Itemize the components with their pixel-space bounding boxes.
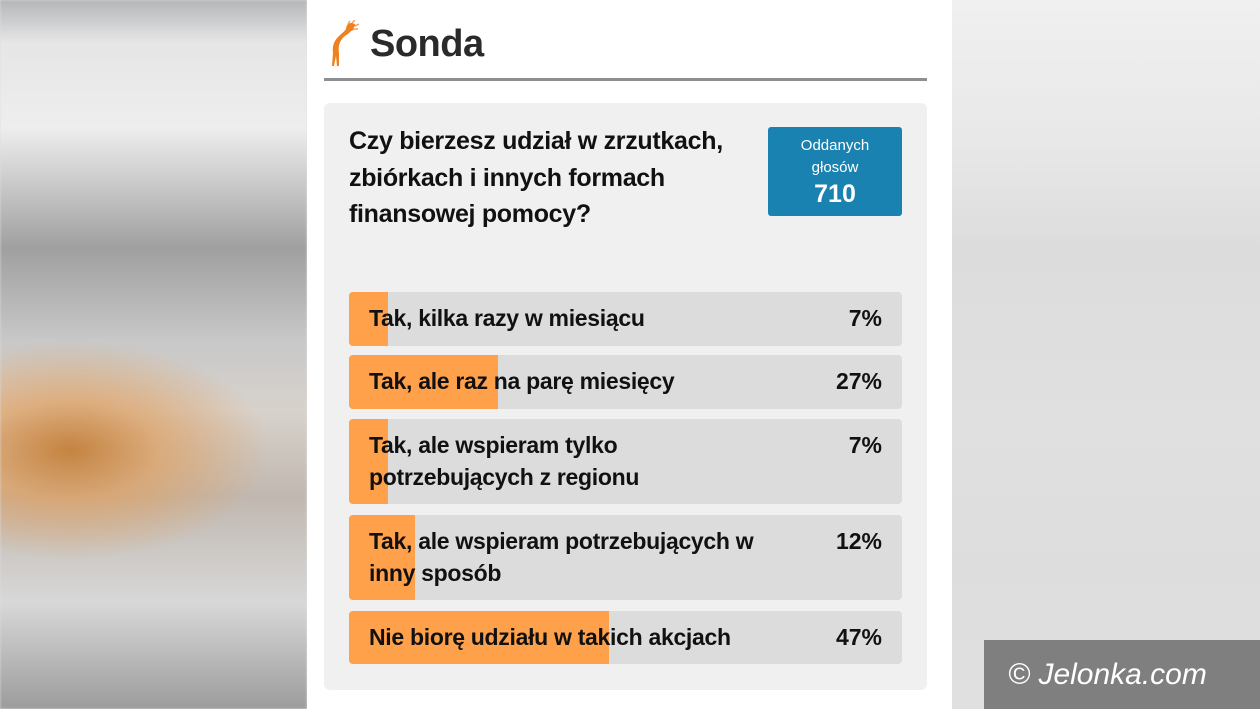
deer-logo-icon — [332, 20, 360, 67]
option-percent: 7% — [848, 305, 882, 331]
blurred-background-right — [952, 0, 1260, 709]
option-label: Nie biorę udziału w takich akcjach — [369, 624, 731, 650]
copyright-watermark: © Jelonka.com — [984, 640, 1260, 709]
option-label: Tak, kilka razy w miesiącu — [369, 305, 645, 331]
votes-label-line2: głosów — [811, 159, 859, 176]
poll-option-4[interactable]: Tak, ale wspieram potrzebujących w inny … — [349, 515, 902, 600]
poll-widget: Sonda Czy bierzesz udział w zrzutkach, z… — [307, 0, 952, 709]
option-percent: 7% — [848, 432, 882, 458]
result-bar-fill — [349, 515, 416, 600]
poll-option-1[interactable]: Tak, kilka razy w miesiącu 7% — [349, 292, 902, 346]
option-label: Tak, ale raz na parę miesięcy — [369, 368, 675, 394]
blurred-background-left — [0, 0, 307, 709]
option-label: Tak, ale wspieram tylko potrzebujących z… — [369, 432, 640, 490]
result-bar-fill — [349, 419, 388, 504]
votes-count-badge: Oddanych głosów 710 — [768, 127, 902, 216]
poll-option-5[interactable]: Nie biorę udziału w takich akcjach 47% — [349, 611, 902, 664]
header-divider — [324, 78, 927, 81]
option-label: Tak, ale wspieram potrzebujących w inny … — [369, 528, 754, 586]
votes-count: 710 — [814, 180, 856, 208]
option-percent: 12% — [835, 528, 882, 554]
widget-title: Sonda — [370, 22, 484, 65]
poll-option-2[interactable]: Tak, ale raz na parę miesięcy 27% — [349, 355, 902, 409]
poll-question: Czy bierzesz udział w zrzutkach, zbiórka… — [349, 127, 723, 228]
option-percent: 27% — [835, 368, 882, 394]
result-bar-fill — [349, 355, 499, 409]
option-percent: 47% — [835, 624, 882, 650]
poll-option-3[interactable]: Tak, ale wspieram tylko potrzebujących z… — [349, 419, 902, 504]
votes-label-line1: Oddanych — [800, 137, 870, 154]
result-bar-fill — [349, 611, 609, 664]
result-bar-fill — [349, 292, 388, 346]
poll-results-box: Czy bierzesz udział w zrzutkach, zbiórka… — [324, 103, 927, 690]
widget-header: Sonda — [324, 14, 927, 74]
